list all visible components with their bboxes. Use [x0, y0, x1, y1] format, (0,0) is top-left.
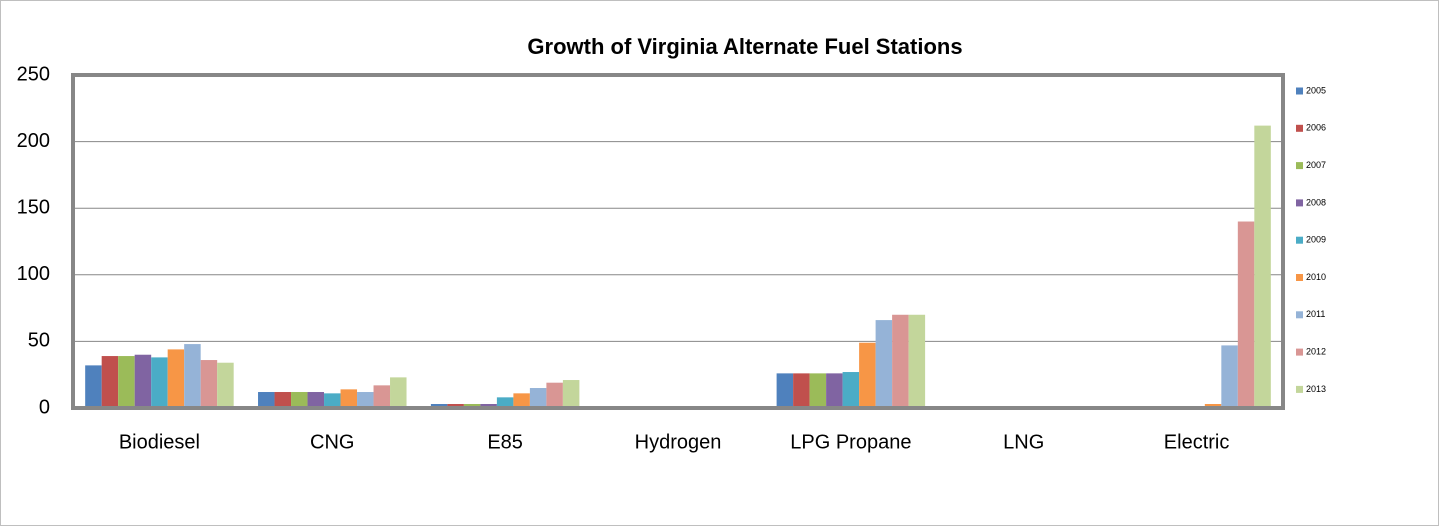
x-tick-label: CNG	[310, 431, 354, 453]
legend-label: 2007	[1306, 160, 1326, 170]
bar	[324, 393, 341, 408]
bar	[258, 392, 275, 408]
bar	[496, 397, 514, 408]
legend-label: 2008	[1306, 197, 1326, 207]
legend-label: 2012	[1306, 346, 1326, 356]
bar	[1237, 221, 1255, 408]
legend-swatch	[1296, 274, 1303, 281]
x-tick-label: Hydrogen	[635, 431, 722, 453]
legend-swatch	[1296, 199, 1303, 207]
bar	[134, 354, 152, 408]
y-tick-label: 50	[28, 330, 50, 352]
y-tick-label: 200	[17, 130, 50, 152]
legend-swatch	[1296, 311, 1303, 319]
bar	[390, 377, 407, 408]
x-tick-label: Electric	[1164, 431, 1230, 453]
x-tick-label: LPG Propane	[790, 431, 911, 453]
bar	[776, 373, 794, 408]
bar	[793, 373, 810, 408]
bar	[151, 357, 168, 408]
legend-swatch	[1296, 87, 1303, 95]
bar	[85, 365, 102, 408]
plot-border	[71, 73, 1285, 410]
legend-label: 2009	[1306, 235, 1326, 245]
legend-label: 2005	[1306, 85, 1326, 95]
y-tick-label: 0	[39, 396, 50, 418]
bar	[842, 372, 860, 408]
chart-title: Growth of Virginia Alternate Fuel Statio…	[527, 34, 962, 59]
bar	[1221, 345, 1238, 408]
bar	[184, 344, 201, 408]
legend-swatch	[1296, 124, 1303, 132]
bar	[357, 392, 374, 408]
bar	[274, 392, 292, 408]
legend-swatch	[1296, 236, 1303, 244]
bar	[875, 320, 893, 408]
legend-label: 2011	[1306, 309, 1325, 319]
bar	[101, 356, 119, 408]
bar	[1254, 125, 1271, 408]
bar	[908, 314, 926, 408]
bar	[892, 314, 909, 408]
legend-label: 2006	[1306, 123, 1326, 133]
y-tick-label: 100	[17, 263, 50, 285]
bar	[217, 362, 234, 408]
bar	[513, 393, 530, 408]
bar	[307, 392, 325, 408]
bar	[167, 349, 185, 408]
y-tick-label: 250	[17, 63, 50, 85]
bar	[291, 392, 308, 408]
bar	[859, 342, 876, 408]
x-tick-label: E85	[487, 431, 523, 453]
bar	[809, 373, 827, 408]
bar	[529, 388, 547, 408]
y-tick-label: 150	[17, 196, 50, 218]
legend-label: 2013	[1306, 384, 1326, 394]
bar	[546, 382, 563, 408]
legend-swatch	[1296, 348, 1303, 356]
bar	[200, 360, 218, 408]
bar	[373, 385, 391, 408]
legend-swatch	[1296, 385, 1303, 393]
legend-label: 2010	[1306, 272, 1326, 282]
x-tick-label: Biodiesel	[119, 431, 200, 453]
bar	[118, 356, 135, 408]
bar	[562, 380, 580, 408]
x-tick-label: LNG	[1003, 431, 1044, 453]
bar	[340, 389, 358, 408]
bar	[826, 373, 843, 408]
legend-swatch	[1296, 162, 1303, 170]
